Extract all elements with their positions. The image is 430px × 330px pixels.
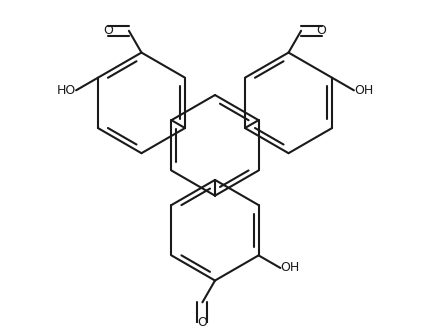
Text: O: O bbox=[197, 316, 207, 329]
Text: HO: HO bbox=[57, 84, 76, 97]
Text: OH: OH bbox=[354, 84, 373, 97]
Text: O: O bbox=[316, 24, 326, 37]
Text: O: O bbox=[104, 24, 114, 37]
Text: OH: OH bbox=[280, 261, 300, 275]
